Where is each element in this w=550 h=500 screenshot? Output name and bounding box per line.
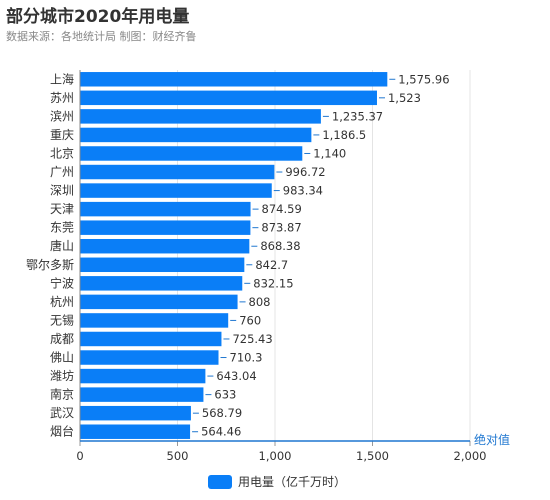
value-label-6: 983.34 xyxy=(283,184,323,198)
value-label-10: 842.7 xyxy=(255,258,288,272)
category-label-19: 烟台 xyxy=(50,424,74,439)
value-label-14: 725.43 xyxy=(232,332,272,346)
bar-1 xyxy=(80,90,377,106)
category-label-16: 潍坊 xyxy=(50,368,74,383)
bars: 1,575.96 1,523 1,235.37 1,186.5 1,140 996.72 9… xyxy=(80,72,450,439)
value-label-19: 564.46 xyxy=(201,425,241,439)
bar-9 xyxy=(80,238,250,254)
bar-19 xyxy=(80,424,191,439)
value-label-18: 568.79 xyxy=(202,406,242,420)
bar-14 xyxy=(80,331,222,347)
x-tick-label-3: 1,500 xyxy=(356,449,389,463)
value-label-8: 873.87 xyxy=(261,221,301,235)
bar-4 xyxy=(80,146,303,161)
category-label-17: 南京 xyxy=(50,387,74,402)
category-label-15: 佛山 xyxy=(50,351,74,365)
category-label-13: 无锡 xyxy=(50,312,74,327)
category-label-2: 滨州 xyxy=(50,108,74,123)
bar-11 xyxy=(80,276,243,291)
value-label-11: 832.15 xyxy=(253,276,293,290)
category-label-0: 上海 xyxy=(50,71,74,86)
legend[interactable]: 用电量（亿千万时） xyxy=(208,473,346,490)
category-label-7: 天津 xyxy=(50,202,74,216)
value-label-13: 760 xyxy=(239,313,261,327)
value-label-12: 808 xyxy=(249,295,271,309)
category-label-8: 东莞 xyxy=(50,221,74,235)
legend-swatch xyxy=(208,474,232,489)
bar-6 xyxy=(80,183,272,198)
category-label-4: 北京 xyxy=(50,146,74,160)
value-label-5: 996.72 xyxy=(285,165,325,179)
bar-13 xyxy=(80,313,229,328)
value-label-3: 1,186.5 xyxy=(322,128,366,142)
x-axis-name: 绝对值 xyxy=(474,432,510,447)
legend-label: 用电量（亿千万时） xyxy=(238,475,347,489)
bar-16 xyxy=(80,368,206,384)
category-label-18: 武汉 xyxy=(50,406,74,420)
bar-10 xyxy=(80,257,245,273)
value-label-17: 633 xyxy=(214,388,236,402)
bar-18 xyxy=(80,405,191,421)
bar-8 xyxy=(80,220,251,235)
bar-7 xyxy=(80,201,251,217)
bar-15 xyxy=(80,350,219,365)
category-label-3: 重庆 xyxy=(50,128,74,142)
bar-5 xyxy=(80,164,275,180)
gridlines xyxy=(79,70,471,441)
bar-3 xyxy=(80,127,312,143)
value-label-16: 643.04 xyxy=(216,369,256,383)
x-tick-label-4: 2,000 xyxy=(454,449,487,463)
value-label-1: 1,523 xyxy=(388,91,421,105)
value-label-0: 1,575.96 xyxy=(398,72,449,86)
x-tick-label-1: 500 xyxy=(167,449,189,463)
category-label-9: 唐山 xyxy=(50,238,74,253)
value-label-9: 868.38 xyxy=(260,239,300,253)
value-label-2: 1,235.37 xyxy=(332,109,383,123)
axes: 0 500 1,000 1,500 2,000 上海苏州滨州重庆北京广州深圳天津东莞唐山鄂… xyxy=(26,70,510,463)
bar-17 xyxy=(80,387,204,402)
bar-12 xyxy=(80,294,238,310)
chart-subtitle: 数据来源：各地统计局 制图：财经齐鲁 xyxy=(6,30,197,43)
chart-title: 部分城市2020年用电量 xyxy=(6,7,190,27)
value-label-15: 710.3 xyxy=(230,351,263,365)
bar-0 xyxy=(80,72,388,87)
category-label-11: 宁波 xyxy=(50,275,74,290)
category-label-10: 鄂尔多斯 xyxy=(26,257,74,272)
value-label-7: 874.59 xyxy=(262,202,302,216)
x-tick-label-2: 1,000 xyxy=(259,449,292,463)
category-label-6: 深圳 xyxy=(50,184,74,198)
bar-2 xyxy=(80,109,321,124)
value-label-4: 1,140 xyxy=(313,146,346,160)
category-label-1: 苏州 xyxy=(50,91,74,105)
x-tick-label-0: 0 xyxy=(76,449,83,463)
category-label-12: 杭州 xyxy=(50,294,74,309)
category-label-14: 成都 xyxy=(50,332,74,346)
category-label-5: 广州 xyxy=(50,165,74,179)
